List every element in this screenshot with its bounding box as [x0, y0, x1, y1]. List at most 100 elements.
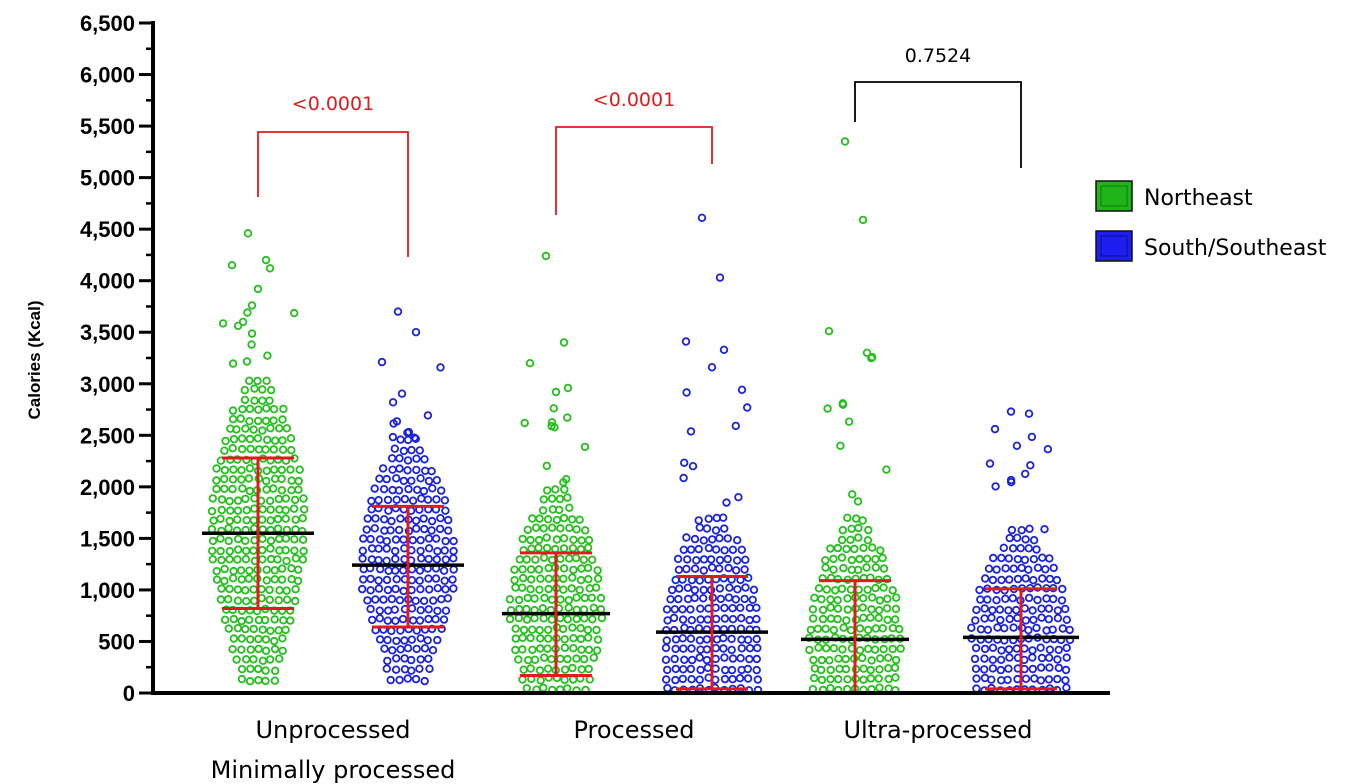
- data-point: [569, 634, 578, 643]
- data-point: [724, 563, 733, 573]
- data-point: [680, 655, 689, 664]
- data-point: [228, 359, 238, 368]
- data-point: [884, 653, 893, 662]
- data-point: [821, 556, 830, 565]
- data-point: [300, 505, 309, 514]
- data-point: [551, 485, 560, 494]
- data-point: [530, 614, 539, 623]
- data-point: [879, 583, 888, 592]
- data-point: [523, 525, 532, 534]
- data-point: [270, 676, 280, 685]
- data-point: [833, 614, 842, 624]
- data-point: [258, 396, 267, 405]
- data-point: [683, 583, 693, 592]
- data-point: [597, 613, 607, 623]
- data-point: [269, 405, 279, 414]
- data-point: [549, 404, 558, 413]
- data-point: [826, 665, 835, 675]
- data-point: [695, 576, 704, 585]
- data-point: [716, 594, 725, 604]
- data-point: [1052, 575, 1062, 585]
- data-point: [988, 643, 998, 652]
- data-point: [416, 634, 425, 643]
- data-point: [411, 674, 421, 684]
- data-point: [544, 625, 553, 634]
- data-point: [281, 506, 290, 515]
- data-point: [702, 524, 712, 533]
- data-point: [435, 524, 445, 534]
- data-point: [395, 454, 404, 463]
- data-point: [1005, 575, 1014, 584]
- data-point: [382, 575, 392, 585]
- data-point: [687, 644, 696, 653]
- data-point: [992, 596, 1001, 605]
- data-point: [1004, 645, 1014, 654]
- data-point: [291, 554, 301, 563]
- data-point: [388, 646, 397, 655]
- data-point: [1021, 674, 1031, 683]
- data-point: [675, 584, 684, 593]
- data-point: [359, 534, 368, 543]
- y-tick-label: 4,000: [80, 269, 135, 294]
- data-point: [679, 644, 688, 653]
- data-point: [375, 614, 384, 623]
- data-point: [289, 504, 299, 513]
- data-point: [407, 604, 417, 613]
- data-point: [1004, 664, 1013, 673]
- data-point: [576, 624, 585, 633]
- data-point: [399, 446, 409, 456]
- data-point: [514, 595, 524, 605]
- data-point: [415, 566, 425, 575]
- data-point: [237, 466, 246, 475]
- data-point: [433, 584, 442, 593]
- data-point: [412, 524, 421, 533]
- data-point: [690, 593, 699, 603]
- data-point: [882, 574, 892, 584]
- data-point: [749, 585, 759, 594]
- data-point: [720, 674, 730, 684]
- data-point: [670, 605, 679, 614]
- data-point: [593, 566, 602, 575]
- data-point: [733, 556, 742, 565]
- data-point: [519, 665, 528, 674]
- data-point: [1021, 574, 1030, 583]
- data-point: [282, 556, 291, 566]
- data-point: [728, 604, 737, 613]
- data-point: [587, 555, 597, 564]
- data-point: [263, 351, 272, 360]
- data-point: [1044, 615, 1053, 624]
- data-point: [391, 535, 401, 544]
- data-point: [275, 424, 284, 433]
- data-point: [237, 616, 246, 626]
- data-point: [294, 476, 303, 486]
- data-point: [836, 441, 845, 450]
- significance-annotations: <0.0001 <0.0001 0.7524: [257, 45, 1022, 257]
- data-point: [425, 585, 434, 594]
- data-point: [220, 576, 229, 586]
- data-point: [853, 497, 863, 506]
- y-tick-label: 0: [123, 681, 135, 706]
- data-point: [392, 636, 401, 646]
- data-point: [842, 544, 851, 554]
- data-point: [449, 554, 458, 563]
- data-point: [999, 543, 1008, 552]
- data-point: [572, 525, 581, 534]
- data-point: [1032, 623, 1041, 633]
- data-point: [514, 613, 524, 623]
- data-point: [233, 515, 242, 524]
- data-point: [382, 664, 391, 673]
- data-point: [240, 395, 250, 405]
- data-point: [720, 614, 730, 623]
- data-point: [358, 584, 367, 594]
- data-point: [663, 683, 672, 693]
- data-point: [662, 636, 671, 645]
- data-point: [254, 676, 263, 685]
- data-point: [817, 595, 826, 604]
- data-point: [518, 573, 528, 583]
- data-point: [821, 563, 830, 572]
- y-tick-label: 4,500: [80, 217, 135, 242]
- data-point: [984, 564, 994, 573]
- data-point: [826, 614, 836, 623]
- data-point: [277, 474, 286, 484]
- data-point: [1029, 536, 1039, 545]
